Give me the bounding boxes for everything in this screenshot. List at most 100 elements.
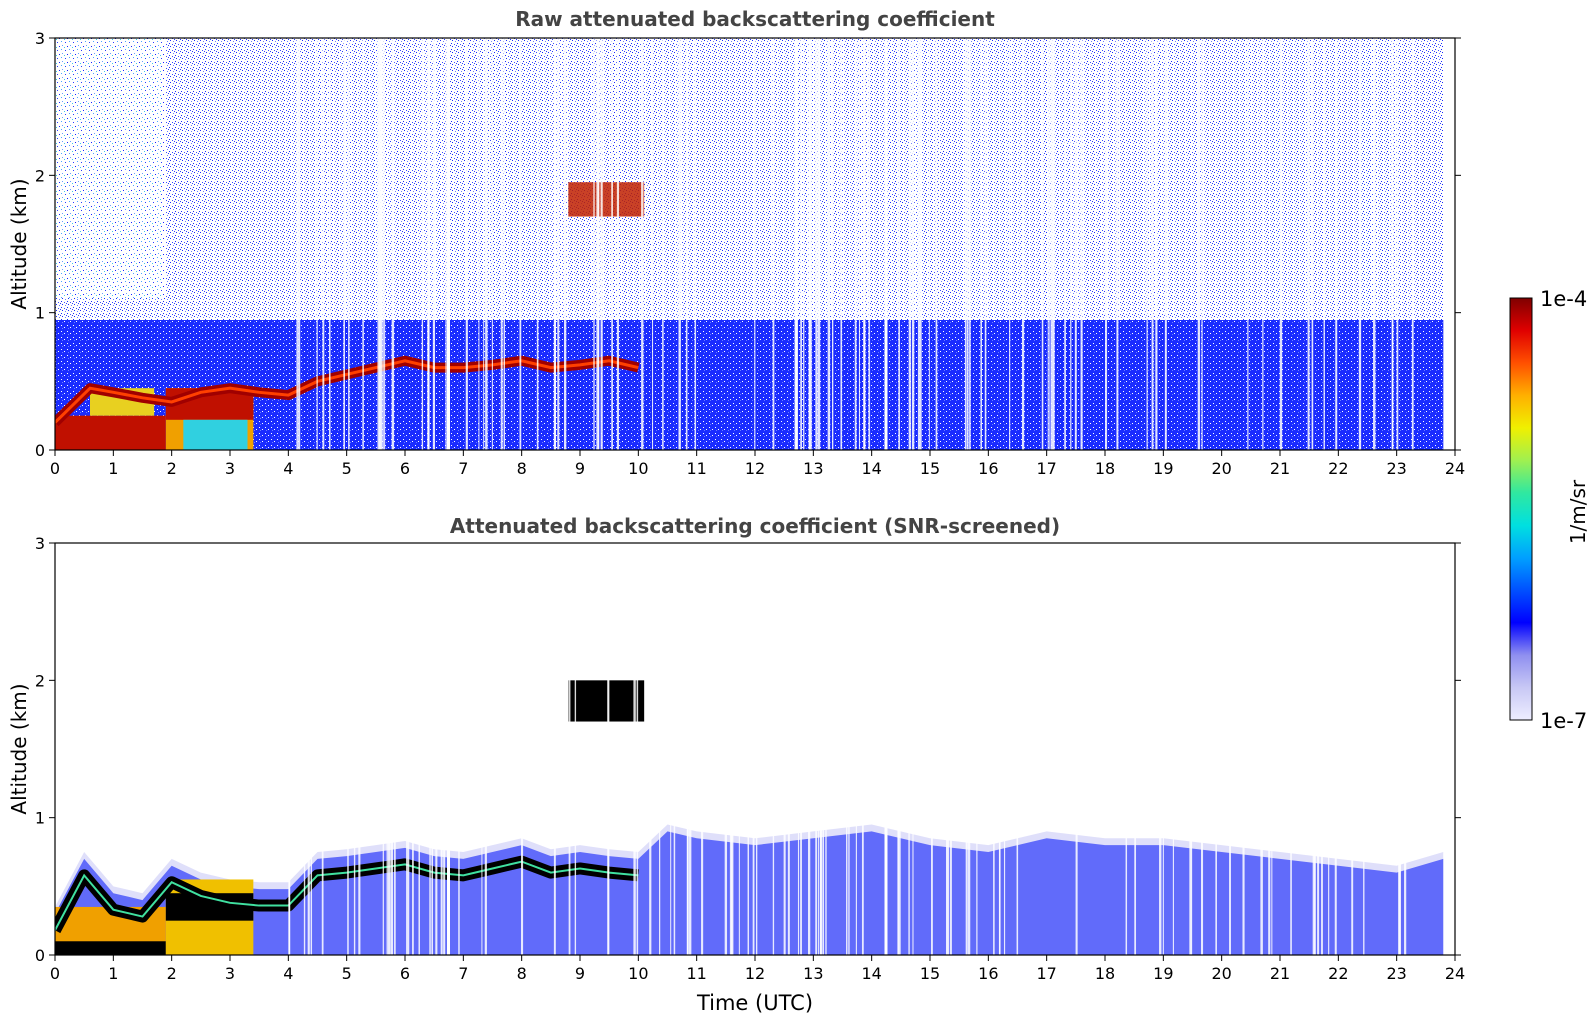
data-gap: [1312, 543, 1316, 955]
x-tick-label: 13: [803, 459, 823, 478]
top-y-axis-label: Altitude (km): [7, 178, 31, 309]
data-gap: [1189, 543, 1192, 955]
data-gap: [1215, 543, 1217, 955]
data-gap: [787, 543, 790, 955]
data-gap: [328, 38, 331, 450]
data-gap: [303, 543, 306, 955]
colorbar-max-label: 1e-4: [1540, 287, 1587, 311]
colorbar-unit-label: 1/m/sr: [1566, 479, 1590, 544]
top-panel-title: Raw attenuated backscattering coefficien…: [515, 7, 995, 31]
y-tick-label: 3: [35, 534, 45, 553]
data-gap: [1064, 38, 1066, 450]
data-gap: [431, 543, 433, 955]
x-tick-label: 14: [861, 964, 881, 983]
x-tick-label: 7: [458, 964, 468, 983]
layer-band-early: [55, 415, 166, 450]
x-tick-label: 4: [283, 459, 293, 478]
data-gap: [967, 543, 971, 955]
data-gap: [920, 38, 922, 450]
y-tick-label: 1: [35, 809, 45, 828]
x-tick-label: 11: [686, 459, 706, 478]
data-gap: [347, 543, 349, 955]
data-gap: [484, 543, 487, 955]
data-gap: [917, 38, 921, 450]
x-tick-label: 24: [1445, 459, 1465, 478]
data-gap: [1075, 543, 1078, 955]
data-gap: [379, 38, 382, 450]
data-gap: [1105, 38, 1108, 450]
data-gap: [296, 38, 298, 450]
x-tick-label: 5: [342, 459, 352, 478]
x-tick-label: 9: [575, 459, 585, 478]
data-gap: [1159, 543, 1162, 955]
x-tick-label: 7: [458, 459, 468, 478]
data-gap: [980, 38, 983, 450]
data-gap: [1396, 38, 1399, 450]
data-gap: [935, 38, 938, 450]
x-tick-label: 11: [686, 964, 706, 983]
layer-band-mid-lower: [183, 419, 248, 450]
y-tick-label: 1: [35, 304, 45, 323]
colorbar-min-label: 1e-7: [1540, 709, 1587, 733]
bottom-x-axis-label: Time (UTC): [696, 991, 813, 1015]
data-gap: [435, 543, 438, 955]
top-x-ticks: 0 1 2 3 4 5 6 7 8 9 10 11 12 13 14 15 16 17 18 19 20 21 22 23 24: [50, 450, 1465, 478]
data-gap: [1009, 38, 1011, 450]
data-gap: [519, 38, 522, 450]
data-gap: [701, 543, 704, 955]
top-y-ticks: 0 1 2 3: [35, 29, 1461, 460]
top-panel: Raw attenuated backscattering coefficien…: [7, 7, 1465, 478]
x-tick-label: 14: [861, 459, 881, 478]
data-gap: [800, 38, 803, 450]
data-gap: [348, 38, 350, 450]
upper-cloud: [568, 680, 645, 722]
x-tick-label: 3: [225, 459, 235, 478]
x-tick-label: 17: [1036, 964, 1056, 983]
x-tick-label: 16: [978, 459, 998, 478]
data-gap: [1162, 543, 1164, 955]
data-gap: [421, 38, 424, 450]
y-tick-label: 3: [35, 29, 45, 48]
bl-haze-top: [55, 824, 1444, 955]
data-gap: [382, 38, 384, 450]
x-tick-label: 21: [1270, 459, 1290, 478]
data-gap: [633, 543, 636, 955]
data-gap: [443, 543, 446, 955]
x-tick-label: 15: [920, 964, 940, 983]
data-gap: [1351, 543, 1354, 955]
x-tick-label: 8: [517, 964, 527, 983]
data-gap: [1049, 38, 1051, 450]
data-gap: [827, 38, 831, 450]
data-gap: [382, 543, 384, 955]
data-gap: [1262, 38, 1264, 450]
data-gap: [815, 38, 818, 450]
data-gap: [321, 543, 324, 955]
data-gap: [1047, 38, 1049, 450]
data-gap: [412, 543, 414, 955]
data-gap: [822, 543, 825, 955]
data-gap: [884, 543, 888, 955]
data-gap: [394, 543, 396, 955]
data-gap: [491, 38, 493, 450]
data-gap: [809, 38, 812, 450]
x-tick-label: 6: [400, 964, 410, 983]
bottom-x-ticks: 0 1 2 3 4 5 6 7 8 9 10 11 12 13 14 15 16 17 18 19 20 21 22 23 24: [50, 955, 1465, 983]
data-gap: [686, 543, 689, 955]
data-gap: [1021, 38, 1025, 450]
x-tick-label: 2: [167, 459, 177, 478]
x-tick-label: 13: [803, 964, 823, 983]
data-gap: [803, 38, 805, 450]
data-gap: [1242, 543, 1245, 955]
y-tick-label: 0: [35, 946, 45, 965]
data-gap: [386, 543, 388, 955]
data-gap: [783, 543, 786, 955]
x-tick-label: 0: [50, 964, 60, 983]
upper-cloud: [568, 182, 645, 217]
data-gap: [1323, 38, 1325, 450]
data-gap: [440, 543, 443, 955]
data-gap: [391, 38, 395, 450]
data-gap: [600, 38, 603, 450]
data-gap: [1164, 38, 1167, 450]
data-gap: [1328, 543, 1330, 955]
data-gap: [1411, 38, 1414, 450]
